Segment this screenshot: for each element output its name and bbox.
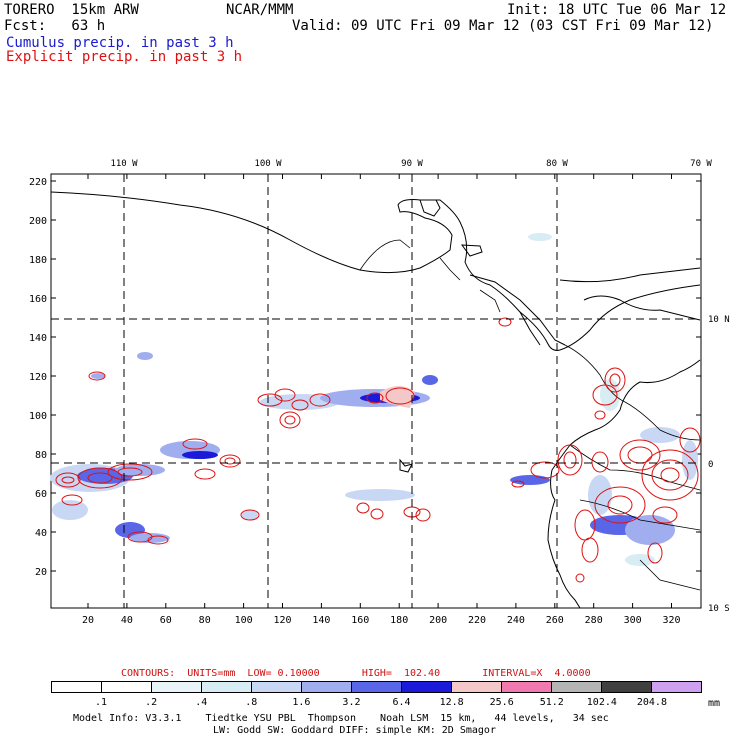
colorbar-swatch — [602, 682, 652, 692]
x-tick-label: 40 — [121, 615, 133, 626]
lat-label-10s: 10 S — [708, 604, 730, 614]
y-tick-label: 120 — [29, 372, 47, 383]
y-tick-label: 20 — [35, 567, 47, 578]
colorbar-swatch — [502, 682, 552, 692]
y-tick-label: 40 — [35, 528, 47, 539]
y-tick-label: 80 — [35, 450, 47, 461]
country-borders — [359, 239, 701, 591]
cumulus-precip-shading — [50, 233, 698, 566]
model-info-line: Model Info: V3.3.1 Tiedtke YSU PBL Thomp… — [73, 713, 609, 724]
y-tick-label: 60 — [35, 489, 47, 500]
lon-label-80w: 80 W — [546, 159, 568, 169]
colorbar-labels: .1 .2 .4 .8 1.6 3.2 6.4 12.8 25.6 51.2 102.4 204.8 — [51, 697, 702, 709]
coastlines — [50, 191, 701, 609]
center-name: NCAR/MMM — [226, 2, 294, 18]
colorbar-label: 51.2 — [539, 697, 564, 708]
y-tick-label: 140 — [29, 333, 47, 344]
y-tick-label: 180 — [29, 255, 47, 266]
x-tick-label: 280 — [585, 615, 603, 626]
colorbar-swatch — [302, 682, 352, 692]
contours-info: CONTOURS: UNITS=mm LOW= 0.10000 HIGH= 10… — [121, 668, 591, 679]
colorbar-swatch — [152, 682, 202, 692]
colorbar-unit: mm — [708, 698, 721, 709]
colorbar-label: 3.2 — [342, 697, 361, 708]
x-tick-label: 100 — [235, 615, 253, 626]
y-tick-label: 200 — [29, 216, 47, 227]
forecast-hour: Fcst: 63 h — [4, 18, 106, 34]
colorbar — [51, 681, 702, 693]
x-tick-label: 80 — [199, 615, 211, 626]
lon-label-110w: 110 W — [110, 159, 138, 169]
colorbar-label: 1.6 — [292, 697, 311, 708]
x-tick-label: 20 — [82, 615, 94, 626]
lon-label-100w: 100 W — [254, 159, 282, 169]
colorbar-label: .2 — [145, 697, 158, 708]
colorbar-swatch — [52, 682, 102, 692]
x-tick-label: 60 — [160, 615, 172, 626]
x-tick-label: 140 — [312, 615, 330, 626]
colorbar-swatch — [552, 682, 602, 692]
x-tick-label: 260 — [546, 615, 564, 626]
init-time: Init: 18 UTC Tue 06 Mar 12 — [507, 2, 727, 18]
x-tick-label: 120 — [273, 615, 291, 626]
x-tick-label: 240 — [507, 615, 525, 626]
lon-label-70w: 70 W — [690, 159, 712, 169]
lon-label-90w: 90 W — [401, 159, 423, 169]
valid-time: Valid: 09 UTC Fri 09 Mar 12 (03 CST Fri … — [292, 18, 714, 34]
colorbar-label: 6.4 — [392, 697, 411, 708]
colorbar-label: .4 — [195, 697, 208, 708]
colorbar-swatch — [102, 682, 152, 692]
colorbar-label: 204.8 — [636, 697, 667, 708]
physics-info-line: LW: Godd SW: Goddard DIFF: simple KM: 2D… — [213, 725, 496, 736]
x-tick-label: 220 — [468, 615, 486, 626]
colorbar-swatch — [402, 682, 452, 692]
explicit-precip-contours — [55, 317, 701, 583]
colorbar-label: 25.6 — [489, 697, 514, 708]
x-tick-label: 200 — [429, 615, 447, 626]
x-tick-label: 300 — [624, 615, 642, 626]
colorbar-label: .8 — [245, 697, 258, 708]
colorbar-label: 12.8 — [439, 697, 464, 708]
colorbar-swatch — [352, 682, 402, 692]
colorbar-swatch — [252, 682, 302, 692]
legend-cumulus: Cumulus precip. in past 3 h — [6, 35, 234, 51]
y-tick-label: 160 — [29, 294, 47, 305]
colorbar-swatch — [202, 682, 252, 692]
y-tick-label: 220 — [29, 177, 47, 188]
lat-label-0: 0 — [708, 460, 713, 470]
x-tick-label: 160 — [351, 615, 369, 626]
colorbar-label: 102.4 — [586, 697, 617, 708]
colorbar-swatch — [452, 682, 502, 692]
lat-label-10n: 10 N — [708, 315, 730, 325]
y-tick-label: 100 — [29, 411, 47, 422]
x-tick-label: 180 — [390, 615, 408, 626]
x-tick-label: 320 — [662, 615, 680, 626]
colorbar-label: .1 — [95, 697, 108, 708]
colorbar-swatch — [652, 682, 701, 692]
model-name: TORERO 15km ARW — [4, 2, 139, 18]
lat-lon-grid — [51, 174, 701, 608]
legend-explicit: Explicit precip. in past 3 h — [6, 49, 243, 65]
